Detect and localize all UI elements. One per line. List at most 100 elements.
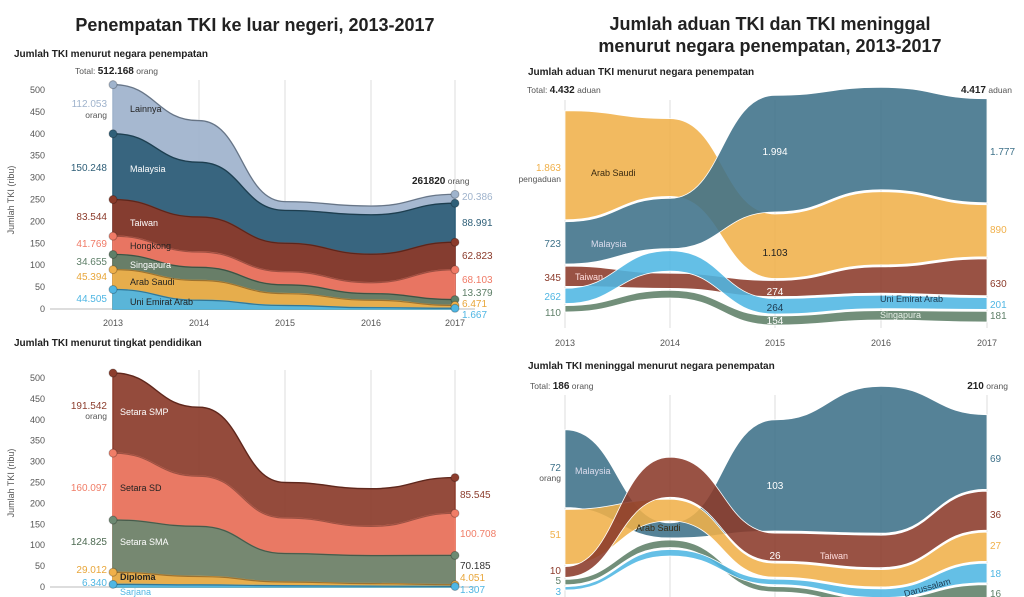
label-start-taiwan: 345 — [544, 273, 561, 284]
chart3-end-labels: 1.777 890 630 201 181 — [990, 147, 1015, 322]
chart2-end-labels: 85.545 100.708 70.185 4.051 1.307 — [460, 490, 497, 596]
label-end-diploma: 4.051 — [460, 573, 485, 584]
chart1-start-labels: 112.053 orang 150.248 83.544 41.769 34.6… — [71, 99, 108, 305]
label-start-arab-saudi: 45.394 — [76, 272, 107, 283]
area-edge — [112, 84, 456, 207]
band-arab-saudi — [564, 498, 988, 588]
label-start-sarjana: 6.340 — [82, 578, 107, 589]
area-arab-saudi — [112, 268, 456, 310]
area-edge — [112, 288, 456, 309]
chart4-start-labels: 72 orang 51 10 5 3 — [539, 463, 561, 597]
name-arab-saudi: Arab Saudi — [636, 523, 681, 533]
label-start-blue: 3 — [555, 587, 561, 597]
y-tick-label: 200 — [30, 498, 45, 508]
name-singapura: Singapura — [880, 310, 921, 320]
label-mid-arab-saudi: 1.103 — [762, 248, 787, 259]
area-edge — [112, 452, 456, 527]
area-edge — [112, 198, 456, 255]
label-end-arab-saudi: 27 — [990, 541, 1002, 552]
label-start-unit: pengaduan — [518, 174, 561, 184]
label-start-singapura: 34.655 — [76, 257, 107, 268]
x-tick-label: 2017 — [977, 338, 997, 348]
area-edge — [112, 372, 456, 490]
band-malaysia — [564, 86, 988, 265]
area-edge — [112, 269, 456, 307]
name-uea: Uni Emirat Arab — [130, 297, 193, 307]
chart1-series-names: Lainnya Malaysia Taiwan Hongkong Singapu… — [130, 104, 193, 307]
area-edge — [112, 519, 456, 557]
label-start-diploma: 29.012 — [76, 565, 107, 576]
name-malaysia: Malaysia — [130, 164, 166, 174]
y-tick-label: 400 — [30, 415, 45, 425]
point-marker — [108, 249, 118, 259]
label-end-sd: 100.708 — [460, 529, 497, 540]
label-mid-uea: 264 — [767, 303, 784, 314]
area-edge — [112, 571, 456, 586]
chart4-end-labels: 69 36 27 18 16 — [990, 454, 1002, 597]
label-start-unit: orang — [85, 411, 107, 421]
chart1-total-start: Total: 512.168 orang — [75, 66, 158, 77]
label-end-taiwan: 630 — [990, 279, 1007, 290]
label-end-smp: 85.545 — [460, 490, 491, 501]
label-start-malaysia: 72 — [550, 463, 562, 474]
y-tick-label: 300 — [30, 457, 45, 467]
chart4-title: Jumlah TKI meninggal menurut negara pene… — [528, 361, 775, 372]
x-tick-label: 2013 — [103, 318, 123, 328]
chart3-mid-labels: 1.994 1.103 274 264 154 — [762, 147, 787, 327]
y-tick-label: 350 — [30, 436, 45, 446]
label-start-singapura: 110 — [545, 308, 561, 319]
label-mid-taiwan: 274 — [767, 287, 784, 298]
label-end-taiwan: 62.823 — [462, 251, 493, 262]
label-start-uea: 44.505 — [76, 294, 107, 305]
label-start-taiwan: 83.544 — [76, 212, 107, 223]
x-tick-label: 2015 — [275, 318, 295, 328]
chart3-series-names: Arab Saudi Malaysia Taiwan Uni Emirat Ar… — [575, 168, 943, 320]
area-sarjana — [112, 583, 456, 588]
y-tick-label: 300 — [30, 173, 45, 183]
label-start-hongkong: 41.769 — [76, 239, 107, 250]
name-arab-saudi: Arab Saudi — [591, 168, 636, 178]
left-title: Penempatan TKI ke luar negeri, 2013-2017 — [75, 15, 434, 35]
label-end-malaysia: 1.777 — [990, 147, 1015, 158]
label-start-sma: 124.825 — [71, 537, 108, 548]
y-tick-label: 200 — [30, 216, 45, 226]
band-uni-emirat-arab — [564, 250, 988, 315]
area-uni-emirat-arab — [112, 288, 456, 310]
label-start-sd: 160.097 — [71, 483, 108, 494]
label-end-malaysia: 88.991 — [462, 218, 493, 229]
point-marker — [108, 579, 118, 589]
point-marker — [450, 265, 460, 275]
label-end-uea: 201 — [990, 300, 1007, 311]
label-end-hongkong: 68.103 — [462, 275, 493, 286]
chart3-total-end: 4.417 aduan — [961, 85, 1012, 96]
y-tick-label: 450 — [30, 394, 45, 404]
chart4-total-end: 210 orang — [967, 381, 1008, 392]
label-start-taiwan: 10 — [550, 566, 562, 577]
label-end-sarjana: 1.307 — [460, 585, 485, 596]
chart4-mid-labels: 103 26 — [767, 481, 784, 562]
label-end-arab-saudi: 890 — [990, 225, 1007, 236]
name-diploma: Diploma — [120, 572, 156, 582]
area-edge — [112, 583, 456, 588]
label-end-taiwan: 36 — [990, 510, 1002, 521]
chart3-title: Jumlah aduan TKI menurut negara penempat… — [528, 67, 754, 78]
label-mid-singapura: 154 — [767, 316, 784, 327]
point-marker — [450, 550, 460, 560]
x-tick-label: 2016 — [361, 318, 381, 328]
name-taiwan: Taiwan — [820, 551, 848, 561]
point-marker — [450, 189, 460, 199]
name-taiwan: Taiwan — [575, 272, 603, 282]
chart4-total-start: Total: 186 orang — [530, 381, 594, 392]
chart2-title: Jumlah TKI menurut tingkat pendidikan — [14, 338, 202, 349]
y-tick-label: 150 — [30, 238, 45, 248]
label-end-malaysia: 69 — [990, 454, 1002, 465]
label-end-green: 16 — [990, 589, 1002, 597]
band-taiwan — [564, 456, 988, 578]
label-start-unit: orang — [539, 473, 561, 483]
label-start-green: 5 — [555, 576, 561, 587]
label-start-arab-saudi: 1.863 — [536, 163, 561, 174]
right-title-line2: menurut negara penempatan, 2013-2017 — [598, 36, 941, 56]
x-tick-label: 2017 — [445, 318, 465, 328]
point-marker — [108, 80, 118, 90]
